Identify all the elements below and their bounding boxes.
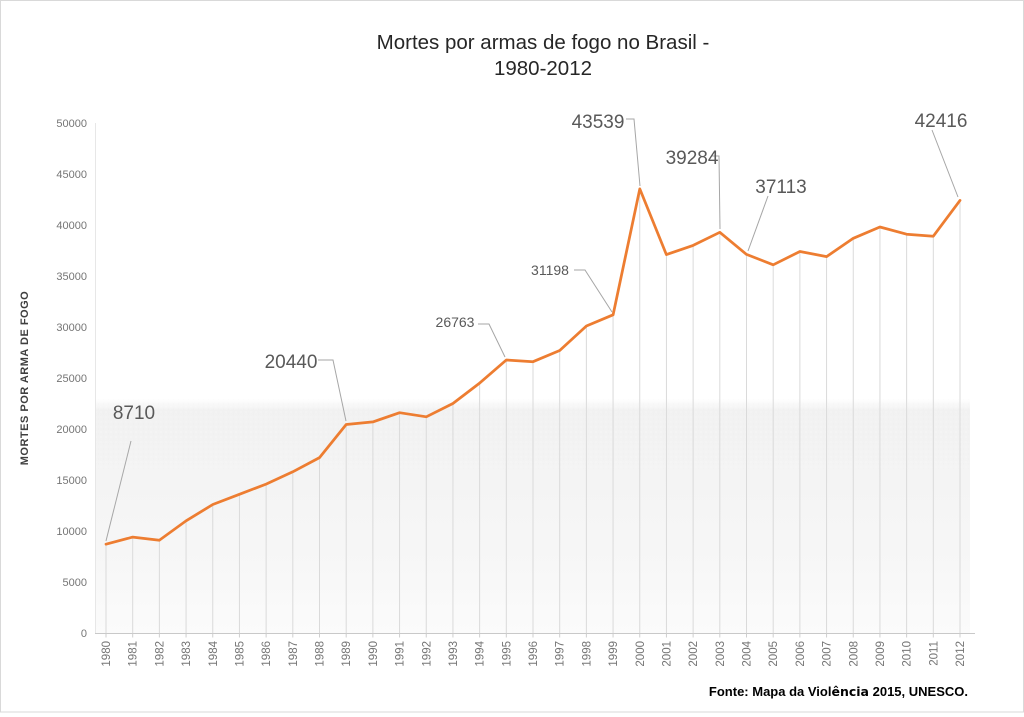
callout-leader-1995 bbox=[478, 323, 506, 358]
drop-lines-group bbox=[105, 188, 961, 633]
x-axis-label-2012: 2012 bbox=[955, 641, 967, 667]
callout-leader-1980 bbox=[105, 440, 132, 542]
x-axis-label-1980: 1980 bbox=[101, 641, 113, 667]
chart-title-line2: 1980-2012 bbox=[494, 57, 592, 80]
y-axis-label-35000: 35000 bbox=[56, 271, 87, 283]
x-axis-label-1994: 1994 bbox=[475, 640, 487, 666]
chart-title-line1: Mortes por armas de fogo no Brasil - bbox=[377, 31, 710, 54]
callout-leader-1999 bbox=[574, 269, 613, 313]
source-caption-suffix: 2015, UNESCO. bbox=[869, 684, 968, 699]
callout-leader-2000 bbox=[626, 118, 641, 187]
x-axis-label-1997: 1997 bbox=[555, 641, 567, 667]
source-caption-prefix: Fonte: Mapa da Viol bbox=[709, 684, 832, 699]
y-axis-label-50000: 50000 bbox=[56, 118, 87, 130]
data-label-1995: 26763 bbox=[436, 314, 475, 330]
x-axis-label-1993: 1993 bbox=[448, 641, 460, 667]
x-axis-label-1998: 1998 bbox=[581, 641, 593, 667]
x-axis-label-1982: 1982 bbox=[154, 641, 166, 667]
data-label-1980: 8710 bbox=[113, 403, 155, 424]
x-axis-label-1990: 1990 bbox=[368, 641, 380, 667]
x-axis-label-2006: 2006 bbox=[795, 641, 807, 667]
y-axis-label-20000: 20000 bbox=[56, 424, 87, 436]
callout-leader-2003 bbox=[712, 155, 721, 230]
x-axis-label-1992: 1992 bbox=[421, 641, 433, 667]
x-axis-label-2007: 2007 bbox=[822, 641, 834, 667]
y-axis-label-40000: 40000 bbox=[56, 220, 87, 232]
data-label-1999: 31198 bbox=[531, 262, 569, 278]
x-axis-label-1984: 1984 bbox=[208, 640, 220, 666]
data-label-2000: 43539 bbox=[572, 112, 625, 133]
source-caption-accent: ência bbox=[831, 684, 869, 699]
callout-leader-2004 bbox=[747, 195, 769, 252]
x-axis-label-2008: 2008 bbox=[848, 641, 860, 667]
x-axis-label-1981: 1981 bbox=[128, 641, 140, 667]
x-axis-label-1996: 1996 bbox=[528, 641, 540, 667]
callout-leader-2012 bbox=[931, 129, 959, 198]
x-axis-tick-labels: 1980 1981 1982 1983 1984 1985 1986 1987 1988 1989… bbox=[101, 633, 967, 667]
x-axis-label-1999: 1999 bbox=[608, 641, 620, 667]
x-axis-label-1987: 1987 bbox=[288, 641, 300, 667]
x-axis-label-1991: 1991 bbox=[395, 641, 407, 667]
x-axis-label-2001: 2001 bbox=[661, 641, 673, 667]
x-axis-label-2000: 2000 bbox=[635, 641, 647, 667]
series-line-firearm-deaths bbox=[104, 187, 962, 546]
y-axis-label-0: 0 bbox=[81, 628, 87, 640]
y-axis-label-5000: 5000 bbox=[63, 577, 87, 589]
x-axis-label-1988: 1988 bbox=[315, 641, 327, 667]
y-axis-label-45000: 45000 bbox=[56, 169, 87, 181]
x-axis-label-2002: 2002 bbox=[688, 641, 700, 667]
data-label-2004: 37113 bbox=[755, 177, 806, 198]
x-axis-label-2011: 2011 bbox=[928, 641, 940, 666]
x-axis-label-2003: 2003 bbox=[715, 641, 727, 667]
y-axis-label-10000: 10000 bbox=[56, 526, 87, 538]
x-axis-label-2009: 2009 bbox=[875, 641, 887, 667]
x-axis-label-2004: 2004 bbox=[742, 640, 754, 666]
x-axis-label-2005: 2005 bbox=[768, 641, 780, 667]
x-axis-label-1989: 1989 bbox=[341, 641, 353, 667]
data-label-1989: 20440 bbox=[265, 352, 318, 373]
y-axis-label-25000: 25000 bbox=[56, 373, 87, 385]
y-axis-label-15000: 15000 bbox=[56, 475, 87, 487]
data-label-2012: 42416 bbox=[915, 111, 968, 132]
y-axis-title: MORTES POR ARMA DE FOGO bbox=[19, 291, 31, 465]
y-axis-tick-labels: 0 5000 10000 15000 20000 25000 30000 35000 40000… bbox=[56, 118, 87, 640]
x-axis-label-1983: 1983 bbox=[181, 641, 193, 667]
data-label-callouts: 8710 20440 26763 31198 43539 39284 37113 42416 bbox=[105, 111, 968, 542]
x-axis-label-1986: 1986 bbox=[261, 641, 273, 667]
x-axis-label-2010: 2010 bbox=[902, 641, 914, 667]
callout-leader-1989 bbox=[318, 359, 347, 422]
source-caption: Fonte: Mapa da Violência 2015, UNESCO. bbox=[709, 684, 968, 699]
x-axis-label-1985: 1985 bbox=[234, 641, 246, 667]
data-label-2003: 39284 bbox=[666, 148, 719, 169]
x-axis-label-1995: 1995 bbox=[501, 641, 513, 667]
y-axis-label-30000: 30000 bbox=[56, 322, 87, 334]
